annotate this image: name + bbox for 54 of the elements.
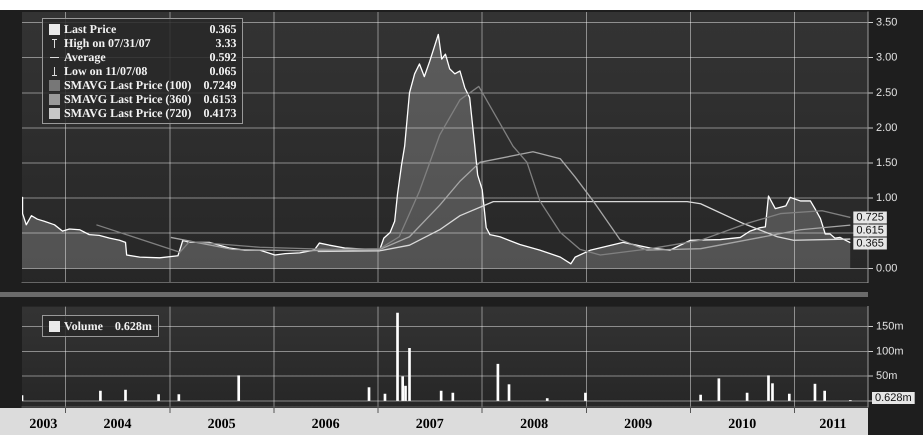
- data-label: 0.725: [856, 211, 884, 224]
- x-tick-label: 2004: [104, 417, 132, 432]
- bar: [823, 390, 826, 401]
- x-tick-label: 2009: [624, 417, 652, 432]
- y-tick-label: 100m: [876, 345, 904, 358]
- y-tick-label: 2.00: [876, 122, 898, 134]
- y-tick-label: 1.50: [876, 157, 898, 170]
- x-tick-label: 2005: [208, 417, 236, 432]
- data-label: 0.365: [856, 237, 884, 250]
- x-tick-label: 2006: [312, 417, 340, 432]
- x-tick-label: 2008: [520, 417, 548, 432]
- bar: [699, 394, 702, 401]
- bar: [508, 384, 510, 401]
- bar: [546, 398, 549, 401]
- bar: [396, 312, 399, 401]
- y-tick-label: 150m: [876, 320, 904, 333]
- x-tick-label: 2003: [29, 417, 58, 432]
- legend-label: Volume 0.628m: [64, 319, 152, 333]
- bar: [814, 384, 816, 401]
- y-tick-label: 2.50: [876, 86, 898, 99]
- data-label: 0.615: [856, 224, 884, 236]
- bar: [496, 364, 500, 401]
- legend-label: SMAVG Last Price (720) 0.4173: [64, 106, 236, 120]
- bar: [99, 390, 102, 401]
- bar: [237, 375, 240, 401]
- bar: [452, 392, 454, 401]
- bar: [440, 390, 442, 401]
- bar: [718, 378, 720, 401]
- bar: [767, 375, 770, 401]
- text: 0.628m: [875, 392, 912, 404]
- bar: [124, 390, 127, 401]
- bar: [384, 394, 386, 401]
- bar: [408, 348, 411, 401]
- x-tick-label: 2011: [819, 417, 847, 432]
- legend-label: SMAVG Last Price (360) 0.6153: [64, 92, 236, 106]
- bar: [746, 392, 748, 401]
- y-tick-label: 0.00: [876, 262, 898, 274]
- y-tick-label: 3.00: [876, 52, 898, 64]
- legend-label: SMAVG Last Price (100) 0.7249: [64, 78, 236, 92]
- text: Average 0.592: [64, 50, 236, 64]
- text: Low on 11/07/08 0.065: [64, 64, 236, 78]
- bar: [584, 392, 587, 401]
- text: Last Price 0.365: [64, 22, 236, 36]
- y-tick-label: 1.00: [876, 192, 898, 204]
- bar: [368, 387, 370, 401]
- x-tick-label: 2010: [728, 417, 756, 432]
- bar: [788, 394, 791, 401]
- y-tick-label: 50m: [876, 370, 898, 382]
- bar: [401, 376, 404, 401]
- bar: [177, 394, 180, 401]
- x-tick-label: 2007: [416, 417, 444, 432]
- y-tick-label: 3.50: [876, 16, 898, 29]
- bar: [157, 394, 160, 401]
- text: High on 07/31/07 3.33: [64, 36, 236, 50]
